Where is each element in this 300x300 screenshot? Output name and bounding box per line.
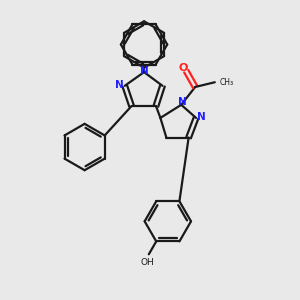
Text: CH₃: CH₃ [219,78,233,87]
Text: O: O [178,63,188,73]
Text: N: N [115,80,124,90]
Text: N: N [140,66,149,76]
Text: N: N [197,112,206,122]
Text: OH: OH [140,258,154,267]
Text: N: N [178,97,187,107]
